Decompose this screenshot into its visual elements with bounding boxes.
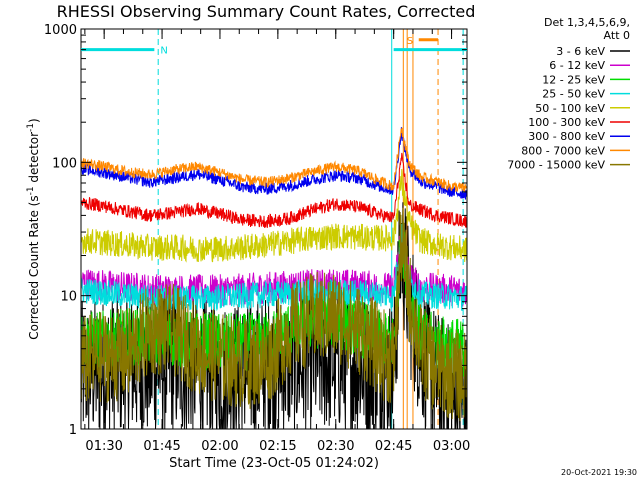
- series-line-4: [81, 168, 467, 263]
- series-line-5: [81, 152, 467, 229]
- y-tick-label-3: 1000: [44, 23, 77, 38]
- y-axis-label: Corrected Count Rate (s-1 detector-1): [26, 118, 41, 339]
- axis-layer: N S 1 10 100 1000 01:30 01:45 02:00 02:15 02:30 02:…: [44, 23, 470, 454]
- x-axis-label: Start Time (23-Oct-05 01:24:02): [169, 456, 379, 471]
- x-tick-label-2: 02:00: [201, 439, 238, 454]
- legend-label-3: 25 - 50 keV: [542, 88, 605, 101]
- plot-frame: [80, 28, 468, 430]
- series-line-7: [81, 127, 467, 192]
- legend-label-8: 7000 - 15000 keV: [507, 159, 605, 172]
- x-tick-label-4: 02:30: [317, 439, 354, 454]
- legend-label-0: 3 - 6 keV: [556, 45, 605, 58]
- y-tick-label-0: 1: [69, 423, 77, 438]
- x-tick-label-0: 01:30: [85, 439, 122, 454]
- legend-label-5: 100 - 300 keV: [528, 116, 605, 129]
- series-line-8: [81, 207, 467, 422]
- legend-header-line-1: Det 1,3,4,5,6,9,: [544, 16, 630, 29]
- x-tick-label-6: 03:00: [433, 439, 470, 454]
- annotation-label-2: S: [407, 36, 413, 47]
- footer-timestamp: 20-Oct-2021 19:30: [561, 468, 637, 477]
- series-layer: [81, 127, 467, 429]
- legend-label-4: 50 - 100 keV: [535, 102, 605, 115]
- annotation-label-0: N: [160, 46, 167, 57]
- legend-label-6: 300 - 800 keV: [528, 130, 605, 143]
- x-tick-label-1: 01:45: [143, 439, 180, 454]
- chart-title: RHESSI Observing Summary Count Rates, Co…: [57, 2, 476, 21]
- legend-label-2: 12 - 25 keV: [542, 73, 605, 86]
- plot-area: N S 1 10 100 1000 01:30 01:45 02:00 02:15 02:30 02:…: [44, 23, 470, 454]
- legend-header-line-2: Att 0: [604, 29, 630, 42]
- x-tick-label-3: 02:15: [259, 439, 296, 454]
- legend-label-7: 800 - 7000 keV: [521, 144, 605, 157]
- y-tick-label-1: 10: [60, 290, 77, 305]
- legend-label-1: 6 - 12 keV: [549, 59, 605, 72]
- x-tick-label-5: 02:45: [375, 439, 412, 454]
- y-tick-label-2: 100: [52, 156, 77, 171]
